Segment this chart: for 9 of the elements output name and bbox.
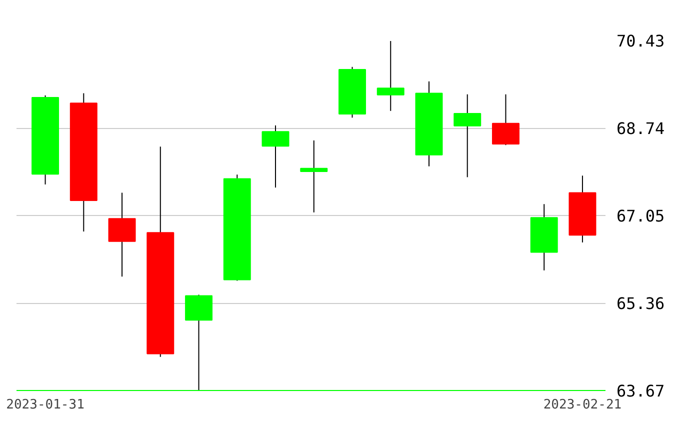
y-tick-label: 63.67 [616,382,665,400]
y-tick-label: 70.43 [616,32,665,50]
y-tick-label: 68.74 [616,119,665,138]
candlestick [300,140,328,213]
y-tick-label: 67.05 [616,206,665,226]
y-tick-label: 65.36 [616,294,665,313]
candlestick [376,40,404,112]
x-tick-label: 2023-01-31 [6,398,84,412]
x-tick-label: 2023-02-21 [543,398,622,412]
